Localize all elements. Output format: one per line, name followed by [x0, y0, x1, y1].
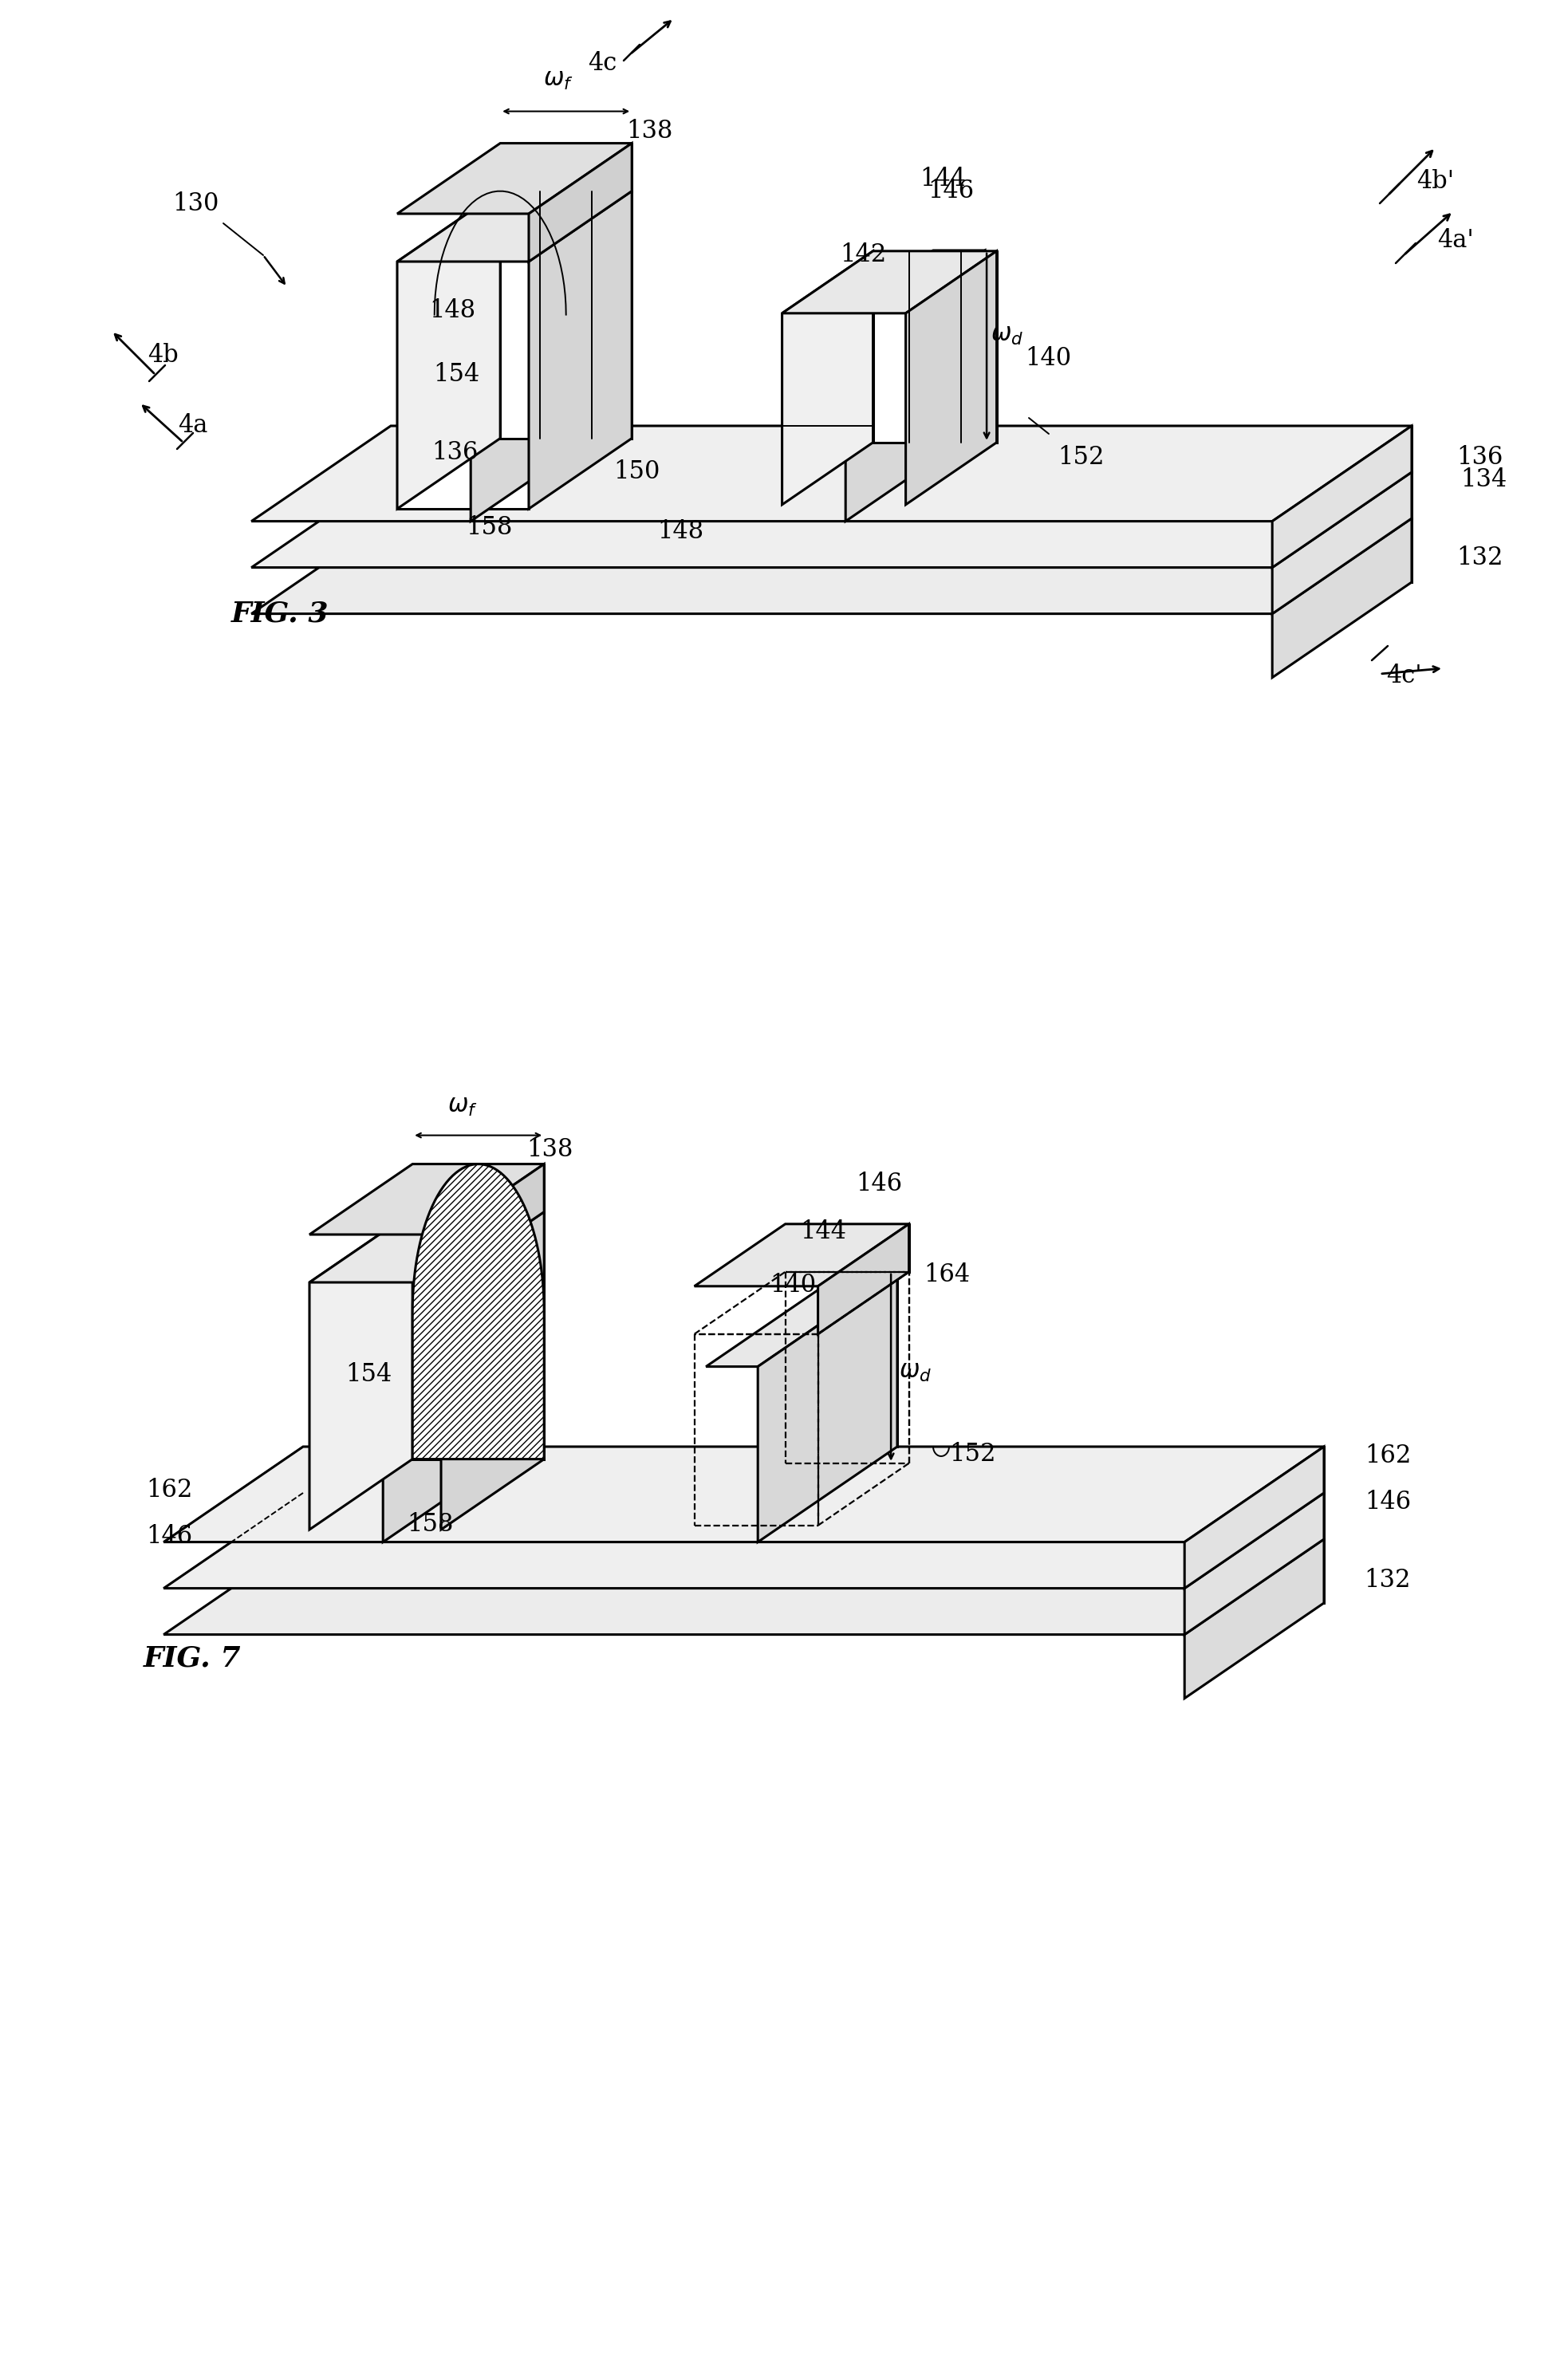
Text: 138: 138	[527, 1137, 574, 1163]
Text: 4b: 4b	[147, 342, 179, 368]
Polygon shape	[706, 1272, 897, 1366]
Text: 134: 134	[1460, 467, 1507, 493]
Polygon shape	[786, 1224, 909, 1272]
Polygon shape	[383, 1272, 522, 1543]
Text: 152: 152	[950, 1441, 996, 1467]
Text: 140: 140	[770, 1274, 817, 1297]
Text: 138: 138	[627, 118, 673, 144]
Text: 146: 146	[928, 179, 974, 203]
Polygon shape	[845, 250, 985, 521]
Text: 144: 144	[920, 167, 966, 191]
Text: 132: 132	[1364, 1569, 1411, 1592]
Polygon shape	[412, 1213, 544, 1460]
Text: 150: 150	[613, 460, 660, 484]
Text: 4c': 4c'	[1386, 663, 1422, 689]
Text: 148: 148	[657, 519, 704, 545]
Polygon shape	[390, 472, 1411, 519]
Text: 130: 130	[172, 191, 218, 215]
Polygon shape	[1184, 1493, 1323, 1635]
Polygon shape	[309, 1213, 544, 1283]
Polygon shape	[251, 427, 1411, 521]
Text: 152: 152	[1057, 446, 1104, 469]
Text: 164: 164	[924, 1262, 971, 1288]
Polygon shape	[303, 1493, 1323, 1538]
Polygon shape	[500, 191, 632, 439]
Polygon shape	[303, 1446, 1323, 1493]
Polygon shape	[558, 250, 610, 427]
Polygon shape	[782, 250, 997, 314]
Polygon shape	[757, 1272, 897, 1543]
Text: 4b': 4b'	[1417, 170, 1455, 193]
Polygon shape	[397, 191, 632, 262]
Text: $\omega_d$: $\omega_d$	[898, 1359, 931, 1385]
Polygon shape	[251, 519, 1411, 613]
Polygon shape	[331, 1272, 522, 1366]
Polygon shape	[163, 1446, 1323, 1543]
Polygon shape	[793, 250, 985, 347]
Text: 146: 146	[1364, 1491, 1411, 1514]
Text: 140: 140	[1025, 347, 1071, 370]
Text: $\omega_f$: $\omega_f$	[447, 1095, 477, 1118]
Text: 4a': 4a'	[1438, 229, 1474, 252]
Polygon shape	[397, 262, 528, 510]
Text: 154: 154	[433, 361, 480, 387]
Polygon shape	[419, 250, 610, 347]
Polygon shape	[309, 1163, 544, 1234]
Polygon shape	[470, 1272, 522, 1446]
Polygon shape	[500, 144, 632, 191]
Polygon shape	[412, 1163, 544, 1213]
Polygon shape	[163, 1493, 1323, 1588]
Polygon shape	[933, 250, 985, 427]
Text: 132: 132	[1457, 545, 1502, 571]
Polygon shape	[1184, 1446, 1323, 1588]
Text: 148: 148	[430, 297, 475, 323]
Polygon shape	[528, 191, 632, 510]
Text: 158: 158	[406, 1512, 453, 1536]
Text: 146: 146	[146, 1524, 193, 1550]
Text: 158: 158	[466, 514, 513, 540]
Polygon shape	[163, 1538, 1323, 1635]
PathPatch shape	[412, 1163, 544, 1460]
Polygon shape	[906, 250, 997, 505]
Polygon shape	[397, 144, 632, 215]
Polygon shape	[1272, 519, 1411, 677]
Text: 144: 144	[800, 1220, 847, 1243]
Text: 162: 162	[146, 1479, 193, 1503]
Text: 136: 136	[431, 441, 478, 465]
Polygon shape	[873, 250, 997, 443]
Polygon shape	[1184, 1538, 1323, 1698]
Text: 154: 154	[345, 1361, 392, 1387]
Text: FIG. 7: FIG. 7	[144, 1644, 241, 1673]
Text: 142: 142	[840, 243, 886, 267]
Polygon shape	[782, 250, 873, 505]
Polygon shape	[441, 1213, 544, 1529]
Polygon shape	[470, 250, 610, 521]
Polygon shape	[1272, 427, 1411, 569]
Polygon shape	[818, 1224, 909, 1335]
Text: FIG. 3: FIG. 3	[232, 602, 329, 627]
Text: 162: 162	[1364, 1444, 1411, 1470]
Polygon shape	[441, 1163, 544, 1283]
Text: $\omega_d$: $\omega_d$	[989, 323, 1022, 347]
Polygon shape	[390, 427, 1411, 472]
Polygon shape	[1272, 472, 1411, 613]
Text: 146: 146	[856, 1172, 902, 1196]
Polygon shape	[528, 144, 632, 262]
Polygon shape	[845, 1272, 897, 1446]
Polygon shape	[397, 191, 500, 510]
Polygon shape	[251, 472, 1411, 569]
Text: 4a: 4a	[179, 413, 209, 436]
Polygon shape	[390, 519, 1411, 583]
Polygon shape	[303, 1538, 1323, 1604]
Text: $\omega_f$: $\omega_f$	[543, 66, 574, 92]
Polygon shape	[695, 1224, 909, 1286]
Text: 4c: 4c	[588, 52, 616, 75]
Polygon shape	[309, 1213, 412, 1529]
Text: 136: 136	[1457, 443, 1502, 469]
